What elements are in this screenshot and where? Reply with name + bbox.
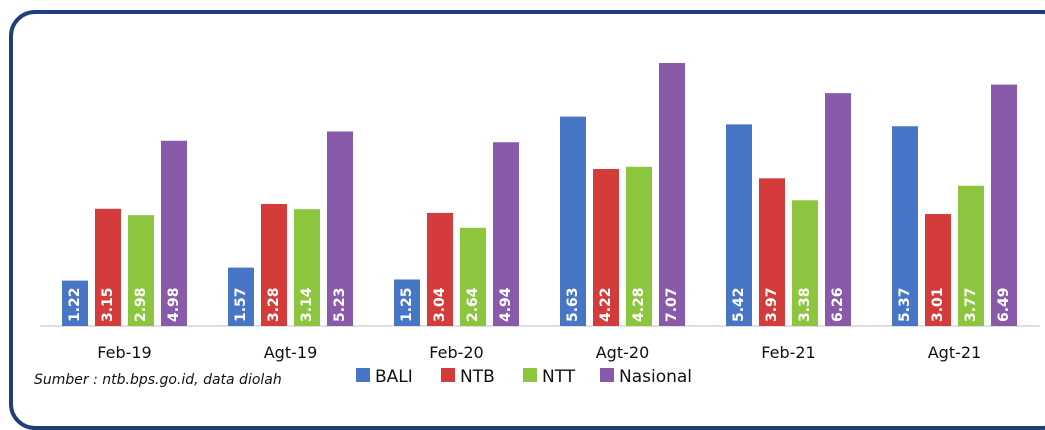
bar-value-label: 1.22 bbox=[67, 287, 83, 322]
bar-value-label: 4.94 bbox=[498, 287, 514, 322]
bar-value-label: 2.98 bbox=[133, 287, 149, 322]
bar-value-label: 3.01 bbox=[930, 287, 946, 322]
bar-nasional-feb-21 bbox=[825, 93, 851, 327]
legend: BALI NTB NTT Nasional bbox=[356, 367, 692, 387]
legend-swatch-bali bbox=[356, 368, 370, 382]
bar-value-label: 5.63 bbox=[565, 287, 581, 322]
bar-nasional-feb-20 bbox=[493, 142, 519, 326]
source-note: Sumber : ntb.bps.go.id, data diolah bbox=[34, 372, 282, 388]
bar-value-label: 3.04 bbox=[432, 287, 448, 322]
category-label: Feb-19 bbox=[97, 343, 151, 362]
bar-value-label: 1.25 bbox=[399, 287, 415, 322]
bar-value-label: 3.38 bbox=[797, 287, 813, 322]
bar-ntb-agt-19 bbox=[261, 203, 287, 326]
bar-value-label: 4.98 bbox=[166, 287, 182, 322]
legend-label-nasional: Nasional bbox=[619, 367, 692, 387]
bar-ntb-agt-21 bbox=[925, 214, 951, 326]
bar-ntt-agt-19 bbox=[294, 209, 320, 326]
category-label: Agt-19 bbox=[264, 343, 318, 362]
bar-ntt-agt-20 bbox=[626, 166, 652, 326]
bar-value-label: 3.97 bbox=[764, 287, 780, 322]
bar-nasional-agt-20 bbox=[659, 63, 685, 326]
legend-label-bali: BALI bbox=[375, 367, 413, 387]
bar-label-group: 1.22 3.15 2.98 4.98 1.57 3.28 3.14 5.23 1.25 3.04… bbox=[67, 287, 1012, 322]
bar-group bbox=[62, 63, 1017, 327]
bar-nasional-feb-19 bbox=[161, 140, 187, 326]
bar-value-label: 3.28 bbox=[266, 287, 282, 322]
bar-value-label: 5.42 bbox=[731, 287, 747, 322]
category-label: Feb-21 bbox=[761, 343, 815, 362]
legend-label-ntt: NTT bbox=[542, 367, 576, 387]
bar-value-label: 3.15 bbox=[100, 287, 116, 322]
bar-bali-feb-20 bbox=[394, 279, 420, 326]
category-label: Agt-20 bbox=[596, 343, 650, 362]
bar-value-label: 6.49 bbox=[996, 287, 1012, 322]
legend-label-ntb: NTB bbox=[460, 367, 495, 387]
bar-ntb-feb-19 bbox=[95, 208, 121, 326]
category-label-group: Feb-19 Agt-19 Feb-20 Agt-20 Feb-21 Agt-21 bbox=[97, 343, 981, 362]
bar-ntb-feb-21 bbox=[759, 178, 785, 326]
bar-value-label: 6.26 bbox=[830, 287, 846, 322]
bar-ntt-feb-19 bbox=[128, 215, 154, 326]
bar-ntb-agt-20 bbox=[593, 169, 619, 326]
bar-bali-agt-19 bbox=[228, 267, 254, 326]
bar-bali-feb-19 bbox=[62, 280, 88, 326]
bar-nasional-agt-19 bbox=[327, 131, 353, 326]
bar-ntt-agt-21 bbox=[958, 185, 984, 326]
bar-value-label: 4.22 bbox=[598, 287, 614, 322]
bar-value-label: 2.64 bbox=[465, 287, 481, 322]
bar-value-label: 3.77 bbox=[963, 287, 979, 322]
bar-value-label: 7.07 bbox=[664, 287, 680, 322]
bar-value-label: 5.37 bbox=[897, 287, 913, 322]
category-label: Agt-21 bbox=[928, 343, 982, 362]
bar-ntt-feb-21 bbox=[792, 200, 818, 326]
bar-bali-agt-21 bbox=[892, 126, 918, 326]
legend-swatch-nasional bbox=[600, 368, 614, 382]
bar-value-label: 4.28 bbox=[631, 287, 647, 322]
bar-bali-agt-20 bbox=[560, 116, 586, 326]
legend-swatch-ntt bbox=[523, 368, 537, 382]
category-label: Feb-20 bbox=[429, 343, 483, 362]
bar-value-label: 3.14 bbox=[299, 287, 315, 322]
bar-nasional-agt-21 bbox=[991, 84, 1017, 326]
bar-value-label: 1.57 bbox=[233, 287, 249, 322]
legend-swatch-ntb bbox=[441, 368, 455, 382]
bar-ntb-feb-20 bbox=[427, 212, 453, 326]
bar-chart: 1.22 3.15 2.98 4.98 1.57 3.28 3.14 5.23 1.25 3.04… bbox=[40, 63, 1040, 387]
bar-value-label: 5.23 bbox=[332, 287, 348, 322]
bar-bali-feb-21 bbox=[726, 124, 752, 327]
bar-ntt-feb-20 bbox=[460, 227, 486, 326]
